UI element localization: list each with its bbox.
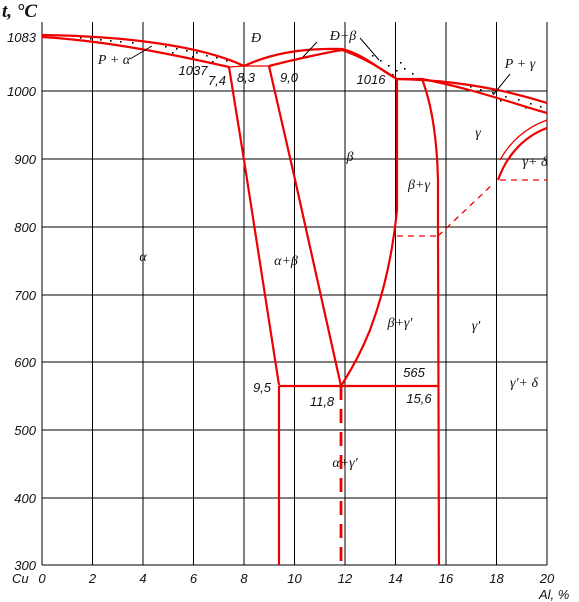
- x-tick-label: 14: [388, 571, 402, 586]
- y-tick-label: 900: [14, 152, 36, 167]
- point-label-11-8: 11,8: [310, 394, 335, 409]
- y-tick-label: 300: [14, 558, 36, 573]
- x-tick-label: 10: [287, 571, 302, 586]
- y-tick-label: 500: [14, 423, 36, 438]
- x-tick-label: 8: [240, 571, 248, 586]
- phase-label-alpha: α: [139, 250, 147, 265]
- point-labels: 1037 7,4 8,3 9,0 1016 9,5 11,8 565 15,6: [179, 63, 433, 409]
- phase-label-alpha-beta: α+β: [274, 254, 298, 269]
- phase-label-liquid-beta: Ð+β: [329, 29, 357, 44]
- point-label-9-0: 9,0: [280, 70, 299, 85]
- y-tick-label: 1000: [7, 84, 37, 99]
- x-axis-origin-label: Cu: [12, 571, 29, 586]
- point-label-1037: 1037: [179, 63, 209, 78]
- liquid-solid-stipple: [80, 37, 542, 109]
- x-tick-label: 16: [439, 571, 454, 586]
- phase-label-gamma: γ: [475, 126, 481, 141]
- phase-labels: α β γ α+β α+γ′ β+γ β+γ′ γ′ γ+ δ γ′+ δ Р …: [97, 29, 548, 471]
- phase-boundaries: [41, 33, 548, 566]
- x-tick-label: 12: [338, 571, 353, 586]
- y-tick-label: 700: [14, 288, 36, 303]
- phase-label-gamma-delta: γ+ δ: [523, 155, 548, 170]
- x-tick-labels: 0 2 4 6 8 10 12 14 16 18 20: [38, 571, 555, 586]
- x-tick-label: 18: [489, 571, 504, 586]
- grid: [41, 22, 548, 566]
- phase-label-liquid-gamma: Р + γ: [504, 57, 536, 72]
- x-tick-label: 6: [190, 571, 198, 586]
- y-tick-label: 400: [14, 491, 36, 506]
- point-label-15-6: 15,6: [406, 391, 432, 406]
- point-label-9-5: 9,5: [253, 380, 272, 395]
- x-tick-label: 20: [539, 571, 555, 586]
- y-tick-label: 1083: [7, 30, 37, 45]
- phase-label-alpha-gamma-prime: α+γ′: [332, 456, 358, 471]
- x-tick-label: 0: [38, 571, 46, 586]
- leader-lines: [129, 37, 511, 96]
- point-label-1016: 1016: [357, 72, 387, 87]
- phase-label-liquid-alpha: Р + α: [97, 53, 131, 68]
- phase-label-beta-gamma-prime: β+γ′: [387, 316, 414, 331]
- phase-label-gamma-prime: γ′: [472, 319, 482, 334]
- y-tick-labels: 1083 1000 900 800 700 600 500 400 300: [7, 30, 37, 573]
- phase-label-gamma-prime-delta: γ′+ δ: [510, 376, 539, 391]
- y-tick-label: 600: [14, 355, 36, 370]
- point-label-8-3: 8,3: [237, 70, 256, 85]
- x-tick-label: 4: [139, 571, 146, 586]
- phase-label-beta-gamma: β+γ: [407, 178, 430, 193]
- y-axis-title: t, °C: [2, 1, 37, 22]
- y-tick-label: 800: [14, 220, 36, 235]
- x-tick-label: 2: [88, 571, 97, 586]
- point-label-7-4: 7,4: [208, 73, 226, 88]
- phase-label-liquid: Ð: [250, 31, 261, 46]
- x-axis-title: Al, %: [538, 587, 569, 602]
- point-label-565: 565: [403, 365, 425, 380]
- phase-label-beta: β: [346, 150, 354, 165]
